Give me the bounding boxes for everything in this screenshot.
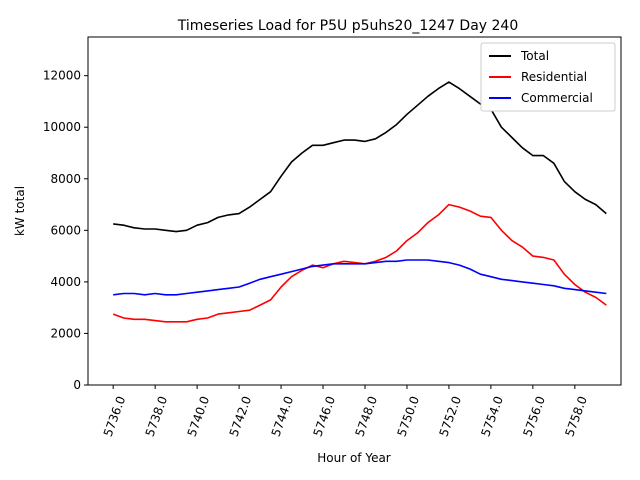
x-tick-label: 5748.0 (353, 394, 381, 438)
y-tick-label: 0 (73, 378, 81, 392)
y-tick-label: 12000 (43, 69, 81, 83)
x-axis-label: Hour of Year (317, 451, 391, 465)
x-tick-label: 5746.0 (311, 394, 339, 438)
legend-entry: Total (520, 49, 549, 63)
x-tick-label: 5752.0 (436, 394, 464, 438)
y-tick-label: 8000 (50, 172, 81, 186)
x-tick-label: 5738.0 (143, 394, 171, 438)
series-line-total (113, 81, 607, 233)
x-tick-label: 5756.0 (520, 394, 548, 438)
x-tick-label: 5740.0 (185, 394, 213, 438)
y-tick-label: 10000 (43, 120, 81, 134)
x-axis: 5736.0 5738.0 5740.0 5742.0 5744.0 5746.0 5748… (101, 385, 590, 439)
y-tick-label: 2000 (50, 326, 81, 340)
plot-frame (87, 36, 622, 386)
x-tick-label: 5750.0 (395, 394, 423, 438)
x-tick-label: 5754.0 (478, 394, 506, 438)
legend-entry: Residential (521, 70, 587, 84)
legend-entry: Commercial (521, 91, 593, 105)
chart-title: Timeseries Load for P5U p5uhs20_1247 Day… (177, 18, 519, 34)
x-tick-label: 5736.0 (101, 394, 129, 438)
legend: Total Residential Commercial (480, 42, 616, 112)
y-tick-label: 6000 (50, 223, 81, 237)
x-tick-label: 5744.0 (269, 394, 297, 438)
x-tick-label: 5742.0 (227, 394, 255, 438)
y-tick-label: 4000 (50, 275, 81, 289)
y-axis: 0 2000 4000 6000 8000 10000 12000 (43, 69, 88, 392)
x-tick-label: 5758.0 (562, 394, 590, 438)
series-line-commercial (113, 259, 607, 296)
y-axis-label: kW total (13, 186, 27, 236)
series-lines (112, 81, 607, 323)
legend-box (480, 42, 616, 112)
